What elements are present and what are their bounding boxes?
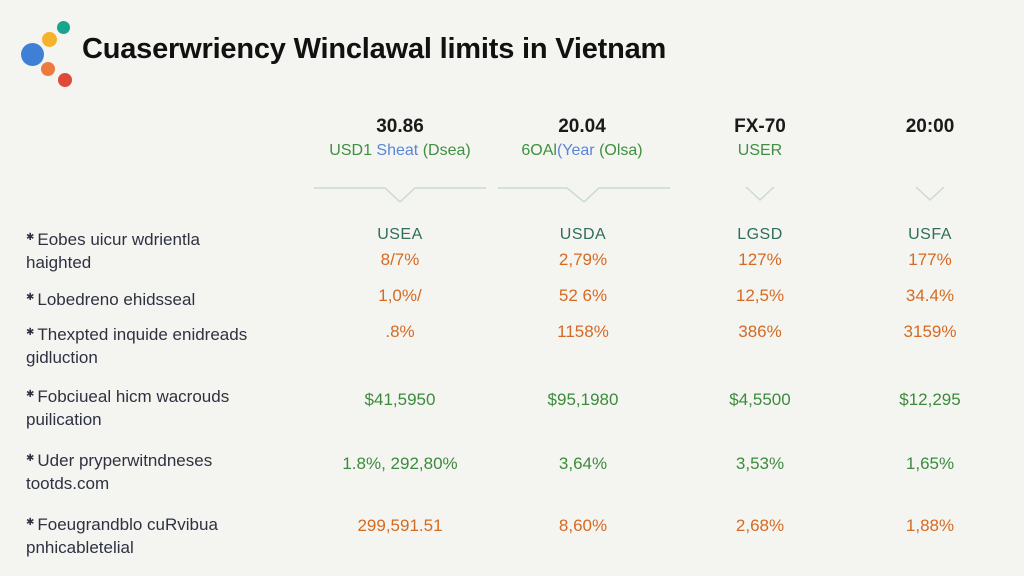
column-toggle-4[interactable] [915, 184, 945, 207]
table-cell: 1158% [557, 322, 609, 341]
page-title: Cuaserwriency Winclawal limits in Vietna… [82, 33, 667, 65]
table-cell: 8,60% [558, 516, 608, 535]
unit-col-1: USEA [377, 226, 423, 243]
logo-dot-orange [41, 62, 55, 76]
bullet-icon: ✱ [26, 232, 35, 243]
table-cell: 1,0%/ [378, 286, 422, 305]
column-toggle-3[interactable] [745, 184, 775, 207]
table-cell: 1.8%, 292,80% [342, 454, 458, 473]
column-subtitle: 6OAl(Year (Olsa) [521, 142, 643, 159]
logo-dot-red [58, 73, 72, 87]
chevron-down-icon [745, 186, 775, 202]
column-value: FX-70 [734, 116, 786, 137]
chevron-down-icon [915, 186, 945, 202]
column-value: 20.04 [558, 116, 606, 137]
unit-col-3: LGSD [737, 226, 783, 243]
table-cell: 3,53% [735, 454, 785, 473]
row-label-2: ✱ Lobedreno ehidsseal [26, 290, 196, 309]
column-header-2: 20.04 6OAl(Year (Olsa) [500, 116, 664, 162]
bullet-icon: ✱ [26, 389, 35, 400]
row-label-4: ✱ Fobciueal hicm wacrouds puilication [26, 387, 230, 429]
table-cell: $95,1980 [547, 390, 619, 409]
row-label-1: ✱ Eobes uicur wdrientla haighted [26, 230, 200, 272]
table-cell: 299,591.51 [357, 516, 443, 535]
column-header-1: 30.86 USD1 Sheat (Dsea) [318, 116, 482, 162]
logo-dot-yellow [42, 32, 57, 47]
column-value: 30.86 [376, 116, 424, 137]
bullet-icon: ✱ [26, 327, 35, 338]
table-cell: $41,5950 [364, 390, 436, 409]
column-subtitle: USD1 Sheat (Dsea) [329, 142, 471, 159]
table-cell: 34.4% [905, 286, 955, 305]
table-cell: 386% [738, 322, 782, 341]
column-header-4: 20:00 [870, 116, 990, 138]
column-header-3: FX-70 USER [700, 116, 820, 162]
logo-dot-blue [21, 43, 44, 66]
row-label-5: ✱ Uder pryperwitndneses tootds.com [26, 451, 213, 493]
table-cell: 127% [738, 250, 782, 269]
table-cell: 8/7% [380, 250, 420, 269]
bullet-icon: ✱ [26, 517, 35, 528]
bullet-icon: ✱ [26, 292, 35, 303]
table-cell: $4,5500 [729, 390, 791, 409]
unit-col-4: USFA [908, 226, 952, 243]
chevron-down-icon [498, 187, 670, 203]
row-label-3: ✱ Thexpted inquide enidreads gidluction [26, 325, 248, 367]
table-cell: 1,88% [905, 516, 955, 535]
table-cell: 2,79% [558, 250, 608, 269]
row-label-6: ✱ Foeugrandblo cuRvibua pnhicabletelial [26, 515, 218, 557]
table-cell: 1,65% [905, 454, 955, 473]
column-subtitle: USER [737, 142, 783, 159]
table-cell: 3159% [903, 322, 957, 341]
table-cell: 2,68% [735, 516, 785, 535]
table-cell: 12,5% [735, 286, 785, 305]
table-cell: $12,295 [899, 390, 961, 409]
column-divider-2[interactable] [498, 180, 670, 204]
logo-dot-teal [57, 21, 70, 34]
logo [18, 16, 78, 90]
table-cell: 177% [908, 250, 952, 269]
unit-col-2: USDA [559, 226, 607, 243]
table-cell: 3,64% [558, 454, 608, 473]
chevron-down-icon [314, 187, 486, 204]
column-value: 20:00 [905, 116, 955, 137]
table-cell: .8% [385, 322, 415, 341]
table-cell: 52 6% [558, 286, 608, 305]
column-divider-1[interactable] [314, 180, 486, 204]
bullet-icon: ✱ [26, 453, 35, 464]
